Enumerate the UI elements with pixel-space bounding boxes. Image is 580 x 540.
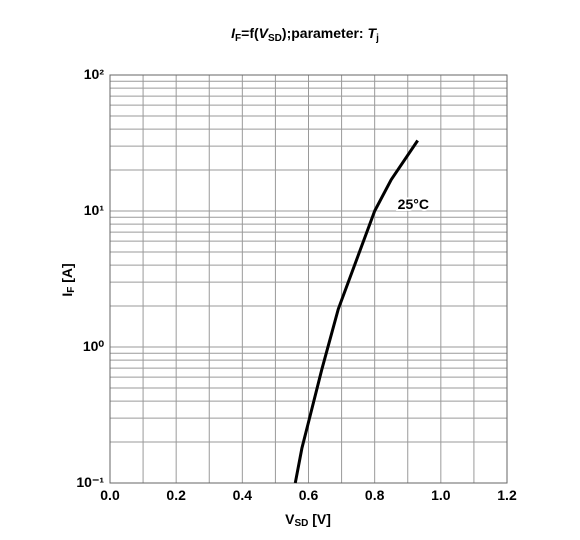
x-tick-label: 0.4 (233, 487, 253, 503)
xlabel-part: SD (294, 518, 308, 529)
x-tick-label: 1.0 (431, 487, 451, 503)
title-part: F (235, 33, 241, 44)
x-tick-label: 0.0 (100, 487, 120, 503)
data-line (293, 139, 419, 484)
x-tick-label: 0.8 (365, 487, 385, 503)
chart-title: IF=f(VSD);parameter: Tj (231, 25, 379, 44)
y-tick-label: 10⁰ (83, 338, 105, 354)
ylabel-part: F (66, 287, 77, 293)
series-label: 25°C (398, 196, 429, 212)
y-tick-label: 10¹ (84, 202, 105, 218)
y-tick-label: 10² (84, 66, 105, 82)
ylabel-part: [A] (59, 263, 75, 286)
ylabel-part: I (59, 293, 75, 297)
title-part: SD (268, 33, 282, 44)
x-tick-label: 1.2 (497, 487, 517, 503)
y-tick-label: 10⁻¹ (76, 474, 104, 490)
xlabel-part: V (285, 511, 295, 527)
x-tick-label: 0.2 (166, 487, 186, 503)
title-part: =f( (241, 25, 259, 41)
y-axis-label: IF [A] (59, 263, 77, 296)
x-axis-label: VSD [V] (285, 511, 331, 529)
title-part: V (259, 25, 270, 41)
title-part: j (375, 33, 379, 44)
xlabel-part: [V] (308, 511, 331, 527)
title-part: T (368, 25, 378, 41)
x-tick-label: 0.6 (299, 487, 319, 503)
title-part: I (231, 25, 236, 41)
plot-frame (109, 74, 508, 484)
title-part: );parameter: (282, 25, 368, 41)
